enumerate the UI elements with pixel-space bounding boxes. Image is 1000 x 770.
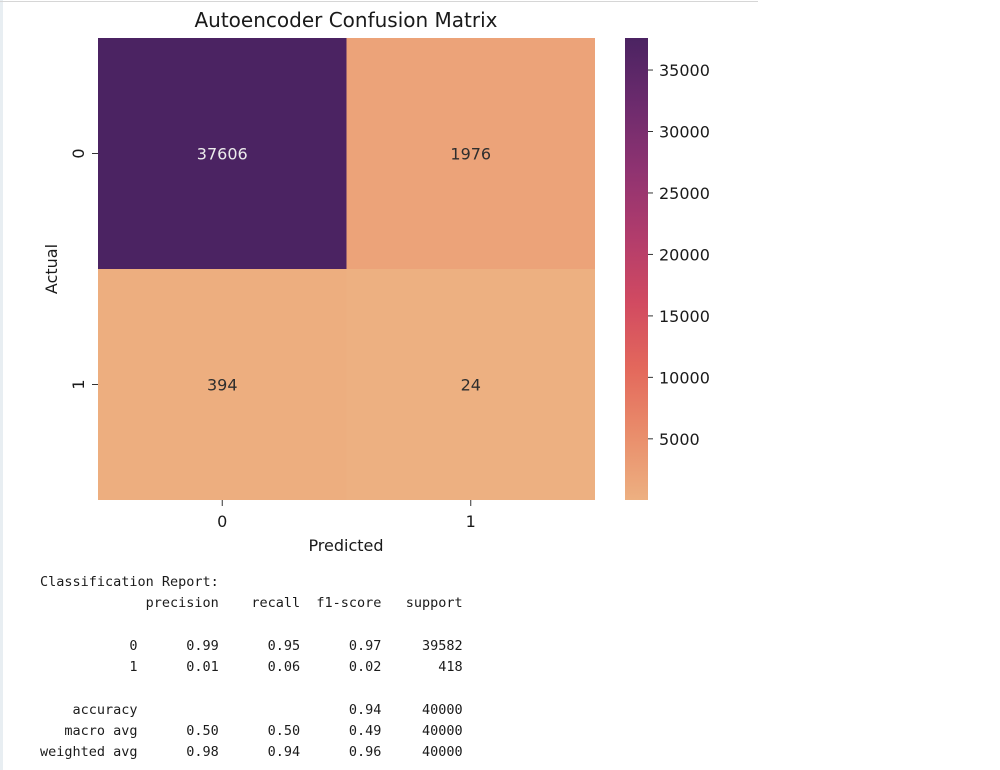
report-header-row: precision recall f1-score support	[40, 595, 463, 612]
colorbar-tick-label-1: 10000	[659, 368, 710, 387]
colorbar: 5000 10000 15000 20000 25000 30000 35000	[625, 38, 710, 500]
classification-report: Classification Report: precision recall …	[40, 572, 463, 764]
y-axis-label: Actual	[42, 244, 61, 294]
report-class-row-0: 0 0.99 0.95 0.97 39582	[40, 637, 463, 654]
colorbar-tick-label-4: 25000	[659, 184, 710, 203]
report-summary-row-0: accuracy 0.94 40000	[40, 701, 463, 718]
colorbar-tick-label-6: 35000	[659, 61, 710, 80]
chart-title: Autoencoder Confusion Matrix	[194, 8, 497, 32]
colorbar-tick-label-3: 20000	[659, 245, 710, 264]
heatmap-cell-1-1	[346, 269, 595, 500]
colorbar-tick-label-0: 5000	[659, 430, 700, 449]
heatmap-cells	[98, 38, 595, 500]
cell-value-label-1-1: 24	[461, 376, 481, 395]
page-top-border	[0, 1, 758, 2]
colorbar-gradient	[625, 38, 648, 500]
report-summary-row-1: macro avg 0.50 0.50 0.49 40000	[40, 723, 463, 740]
cell-value-label-1-0: 394	[207, 376, 238, 395]
cell-value-label-0-0: 37606	[197, 145, 248, 164]
cell-value-label-0-1: 1976	[450, 145, 491, 164]
heatmap-cell-1-0	[98, 269, 347, 500]
x-tick-label-1: 1	[466, 512, 476, 531]
y-tick-label-1: 1	[69, 379, 88, 389]
x-tick-label-0: 0	[217, 512, 227, 531]
y-axis: 01	[69, 148, 98, 390]
y-tick-label-0: 0	[69, 148, 88, 158]
heatmap-cell-labels: 37606 1976 394 24	[197, 145, 491, 395]
report-summary-row-2: weighted avg 0.98 0.94 0.96 40000	[40, 744, 463, 761]
colorbar-tick-label-5: 30000	[659, 123, 710, 142]
heatmap-cell-0-0	[98, 38, 347, 269]
heatmap-cell-0-1	[346, 38, 595, 269]
page-left-border	[0, 0, 3, 770]
report-class-row-1: 1 0.01 0.06 0.02 418	[40, 659, 463, 676]
report-title: Classification Report:	[40, 574, 219, 590]
colorbar-tick-label-2: 15000	[659, 307, 710, 326]
x-axis-label: Predicted	[308, 536, 383, 555]
